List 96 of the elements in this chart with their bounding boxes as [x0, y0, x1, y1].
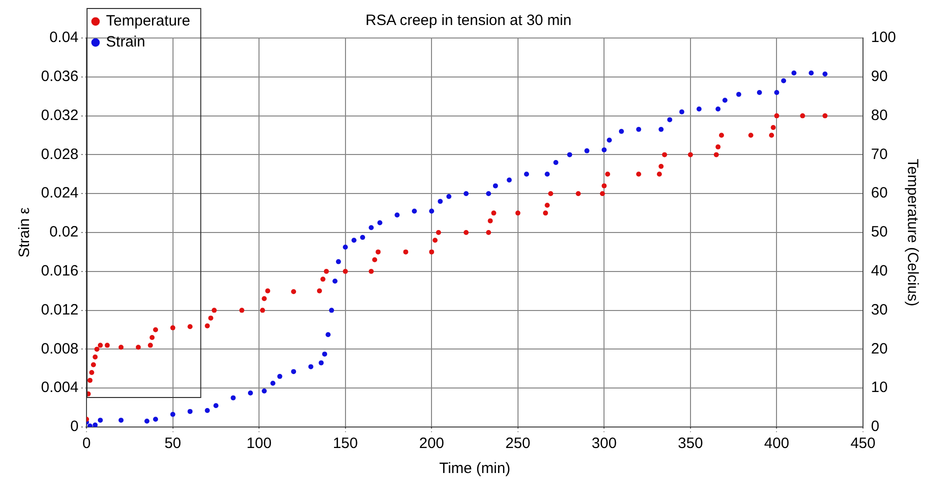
point — [544, 172, 550, 177]
point — [506, 177, 512, 182]
legend-label: Strain — [106, 34, 146, 51]
point — [524, 172, 530, 177]
point — [553, 160, 558, 165]
point — [326, 332, 331, 338]
point — [318, 360, 324, 366]
y-tick-label: 0 — [70, 418, 79, 436]
point — [464, 191, 469, 196]
y-tick-label: 0.028 — [40, 146, 79, 163]
point — [618, 128, 624, 134]
point — [567, 152, 572, 158]
point — [277, 374, 282, 379]
y-tick-label: 0.032 — [40, 106, 79, 124]
point — [774, 90, 780, 95]
y-tick-label: 0.008 — [40, 340, 79, 358]
y2-tick-label: 20 — [870, 340, 888, 358]
y2-tick-label: 30 — [870, 301, 888, 318]
x-tick-label: 450 — [850, 435, 876, 452]
point — [153, 416, 158, 422]
x-tick-label: 100 — [246, 435, 272, 452]
point — [394, 212, 400, 218]
x-tick-label: 200 — [419, 435, 444, 452]
point — [342, 244, 348, 250]
y2-tick-label: 0 — [870, 418, 880, 436]
y-axis-title: Strain ε — [16, 207, 34, 258]
point — [336, 259, 341, 264]
y-tick-label: 0.012 — [40, 301, 79, 318]
point — [438, 198, 443, 204]
point — [308, 364, 314, 370]
point — [329, 308, 334, 313]
point — [351, 238, 356, 243]
x-tick-label: 50 — [164, 435, 182, 452]
point — [118, 418, 124, 423]
point — [332, 278, 338, 284]
point — [486, 191, 492, 196]
point — [144, 418, 150, 424]
point — [822, 71, 828, 76]
x-tick-label: 350 — [678, 435, 703, 452]
point — [446, 194, 452, 200]
point — [262, 388, 267, 394]
point — [756, 90, 762, 95]
point — [696, 106, 702, 112]
point — [368, 225, 374, 230]
chart-title: RSA creep in tension at 30 min — [366, 12, 572, 30]
y2-tick-label: 90 — [870, 68, 888, 86]
point — [606, 138, 612, 143]
point — [716, 106, 721, 112]
point — [230, 395, 236, 400]
point — [658, 126, 664, 132]
y-tick-label: 0.016 — [40, 262, 79, 280]
point — [291, 369, 296, 374]
point — [92, 422, 98, 427]
x-axis-title: Time (min) — [439, 460, 510, 478]
point — [248, 390, 253, 396]
point — [412, 208, 417, 214]
y-tick-label: 0.02 — [49, 224, 79, 241]
point — [98, 418, 103, 423]
point — [679, 109, 684, 114]
x-tick-label: 250 — [505, 435, 530, 452]
y-tick-label: 0.004 — [40, 379, 79, 396]
y2-axis-title: Temperature (Celcius) — [904, 158, 921, 306]
point — [722, 98, 728, 103]
x-tick-label: 400 — [764, 435, 790, 452]
x-tick-label: 150 — [332, 435, 358, 452]
point — [270, 380, 276, 386]
x-tick-label: 300 — [592, 435, 617, 452]
point — [360, 234, 366, 240]
point — [602, 147, 607, 152]
y-tick-label: 0.04 — [49, 29, 79, 46]
y2-tick-label: 80 — [870, 106, 888, 124]
point — [736, 92, 742, 97]
y2-tick-label: 40 — [870, 262, 888, 280]
point — [204, 408, 210, 413]
y2-tick-label: 10 — [870, 379, 888, 396]
point — [188, 408, 193, 414]
point — [377, 220, 382, 226]
point — [808, 70, 814, 76]
y2-tick-label: 60 — [870, 184, 888, 202]
y2-tick-label: 70 — [870, 146, 888, 163]
y2-tick-label: 50 — [870, 224, 888, 241]
x-tick-label: 0 — [82, 435, 91, 452]
point — [791, 70, 796, 76]
point — [781, 78, 786, 84]
y-tick-label: 0.024 — [40, 184, 79, 202]
point — [492, 183, 498, 188]
y2-tick-label: 100 — [870, 29, 896, 46]
point — [213, 403, 218, 408]
point — [636, 126, 642, 132]
point — [322, 352, 328, 357]
y-tick-label: 0.036 — [40, 68, 79, 86]
point — [584, 148, 590, 154]
legend-label: Temperature — [106, 12, 190, 30]
point — [170, 412, 176, 417]
point — [429, 208, 434, 214]
point — [667, 117, 672, 122]
